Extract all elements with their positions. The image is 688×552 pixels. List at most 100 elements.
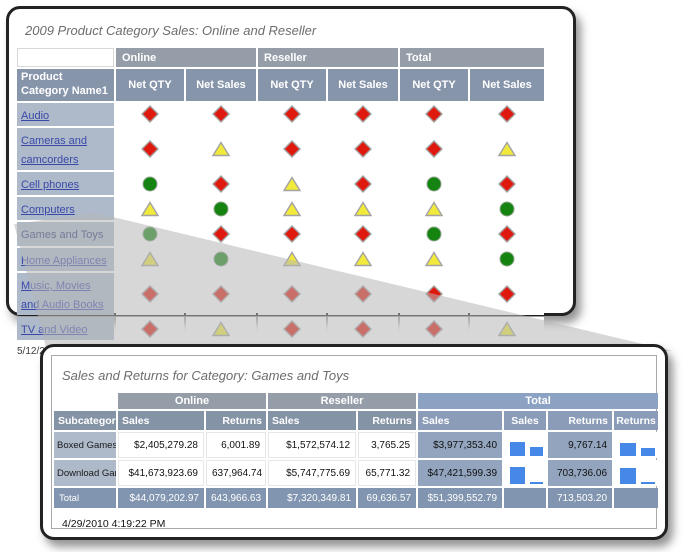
group-header-online: Online bbox=[118, 393, 267, 409]
triangle-indicator-icon bbox=[186, 127, 257, 171]
col-header-net-qty: Net QTY bbox=[400, 69, 469, 101]
category-current-label: Games and Toys bbox=[21, 229, 104, 242]
total-reseller-returns: 69,636.57 bbox=[358, 488, 417, 508]
diamond-indicator-icon bbox=[258, 222, 327, 246]
diamond-indicator-icon bbox=[470, 102, 545, 126]
col-header-returns: Returns bbox=[548, 411, 613, 430]
col-header-net-qty: Net QTY bbox=[258, 69, 327, 101]
top-report-window: 2009 Product Category Sales: Online and … bbox=[6, 6, 576, 357]
circle-indicator-icon bbox=[116, 172, 184, 196]
triangle-indicator-icon bbox=[258, 172, 327, 196]
diamond-indicator-icon bbox=[116, 102, 184, 126]
col-header-net-sales: Net Sales bbox=[328, 69, 399, 101]
total-returns-cell: 703,736.06 bbox=[548, 460, 613, 486]
diamond-indicator-icon bbox=[400, 272, 469, 316]
reseller-sales-cell: $1,572,574.12 bbox=[268, 432, 357, 458]
category-drillthrough-link[interactable]: Cameras and camcorders bbox=[21, 134, 88, 166]
total-reseller-sales: $7,320,349.81 bbox=[268, 488, 357, 508]
circle-indicator-icon bbox=[186, 197, 257, 221]
group-header-reseller: Reseller bbox=[258, 48, 399, 67]
total-returns-cell: 9,767.14 bbox=[548, 432, 613, 458]
category-drillthrough-link[interactable]: Audio bbox=[21, 109, 50, 122]
online-returns-cell: 6,001.89 bbox=[206, 432, 267, 458]
total-sales-cell: $47,421,599.39 bbox=[418, 460, 503, 486]
triangle-indicator-icon bbox=[116, 247, 184, 271]
diamond-indicator-icon bbox=[116, 127, 184, 171]
col-header-sales: Sales bbox=[418, 411, 503, 430]
col-header-sales-chart: Sales bbox=[504, 411, 547, 430]
reseller-returns-cell: 65,771.32 bbox=[358, 460, 417, 486]
sales-bar-chart bbox=[504, 460, 547, 486]
diamond-indicator-icon bbox=[116, 272, 184, 316]
category-cell: Cameras and camcorders bbox=[17, 127, 114, 171]
total-row-label: Total bbox=[54, 488, 116, 508]
category-drillthrough-link[interactable]: Computers bbox=[21, 204, 75, 217]
category-drillthrough-link[interactable]: Music, Movies and Audio Books bbox=[21, 279, 104, 311]
triangle-indicator-icon bbox=[258, 197, 327, 221]
circle-indicator-icon bbox=[470, 197, 545, 221]
col-header-sales: Sales bbox=[118, 411, 204, 430]
diamond-indicator-icon bbox=[328, 102, 399, 126]
diamond-indicator-icon bbox=[258, 102, 327, 126]
grand-total-returns: 713,503.20 bbox=[548, 488, 613, 508]
col-header-returns-chart: Returns bbox=[614, 411, 659, 430]
reseller-sales-cell: $5,747,775.69 bbox=[268, 460, 357, 486]
triangle-indicator-icon bbox=[186, 317, 257, 341]
row-header-label: Product Category Name1 bbox=[17, 69, 114, 101]
diamond-indicator-icon bbox=[258, 272, 327, 316]
online-returns-cell: 637,964.74 bbox=[206, 460, 267, 486]
diamond-indicator-icon bbox=[186, 222, 257, 246]
diamond-indicator-icon bbox=[116, 317, 184, 341]
total-online-sales: $44,079,202.97 bbox=[118, 488, 204, 508]
top-report-body: Audio Cameras and camcorders Cell phones Co… bbox=[17, 102, 545, 341]
online-sales-cell: $2,405,279.28 bbox=[118, 432, 204, 458]
bottom-report-title: Sales and Returns for Category: Games an… bbox=[62, 368, 350, 383]
row-header-label: Subcategory bbox=[54, 411, 116, 430]
triangle-indicator-icon bbox=[258, 247, 327, 271]
circle-indicator-icon bbox=[400, 172, 469, 196]
report-body-frame: Sales and Returns for Category: Games an… bbox=[51, 355, 659, 530]
top-report-title: 2009 Product Category Sales: Online and … bbox=[25, 23, 317, 38]
col-header-returns: Returns bbox=[358, 411, 417, 430]
drillthrough-report-window: Sales and Returns for Category: Games an… bbox=[40, 344, 668, 540]
returns-bar-chart bbox=[614, 460, 659, 486]
group-header-reseller: Reseller bbox=[268, 393, 417, 409]
empty-chart-cell bbox=[504, 488, 547, 508]
group-header-online: Online bbox=[116, 48, 257, 67]
category-drillthrough-link[interactable]: Home Appliances bbox=[21, 254, 107, 267]
reseller-returns-cell: 3,765.25 bbox=[358, 432, 417, 458]
col-header-net-sales: Net Sales bbox=[186, 69, 257, 101]
category-cell: Cell phones bbox=[17, 172, 114, 196]
circle-indicator-icon bbox=[116, 222, 184, 246]
category-cell: TV and Video bbox=[17, 317, 114, 341]
triangle-indicator-icon bbox=[400, 197, 469, 221]
diamond-indicator-icon bbox=[400, 102, 469, 126]
diamond-indicator-icon bbox=[328, 222, 399, 246]
triangle-indicator-icon bbox=[328, 247, 399, 271]
diamond-indicator-icon bbox=[186, 102, 257, 126]
diamond-indicator-icon bbox=[186, 272, 257, 316]
group-header-total: Total bbox=[400, 48, 545, 67]
triangle-indicator-icon bbox=[400, 247, 469, 271]
category-cell: Audio bbox=[17, 102, 114, 126]
corner-empty-cell bbox=[54, 393, 116, 409]
category-cell: Music, Movies and Audio Books bbox=[17, 272, 114, 316]
category-drillthrough-link[interactable]: Cell phones bbox=[21, 179, 80, 192]
grand-total-sales: $51,399,552.79 bbox=[418, 488, 503, 508]
diamond-indicator-icon bbox=[328, 272, 399, 316]
col-header-net-qty: Net QTY bbox=[116, 69, 184, 101]
total-online-returns: 643,966.63 bbox=[206, 488, 267, 508]
subcategory-cell: Boxed Games bbox=[54, 432, 116, 458]
triangle-indicator-icon bbox=[328, 197, 399, 221]
col-header-net-sales: Net Sales bbox=[470, 69, 545, 101]
diamond-indicator-icon bbox=[186, 172, 257, 196]
circle-indicator-icon bbox=[186, 247, 257, 271]
triangle-indicator-icon bbox=[470, 127, 545, 171]
triangle-indicator-icon bbox=[470, 317, 545, 341]
corner-empty-cell bbox=[17, 48, 114, 67]
returns-bar-chart bbox=[614, 432, 659, 458]
category-drillthrough-link[interactable]: TV and Video bbox=[21, 324, 88, 337]
col-header-returns: Returns bbox=[206, 411, 267, 430]
col-header-sales: Sales bbox=[268, 411, 357, 430]
diamond-indicator-icon bbox=[470, 172, 545, 196]
